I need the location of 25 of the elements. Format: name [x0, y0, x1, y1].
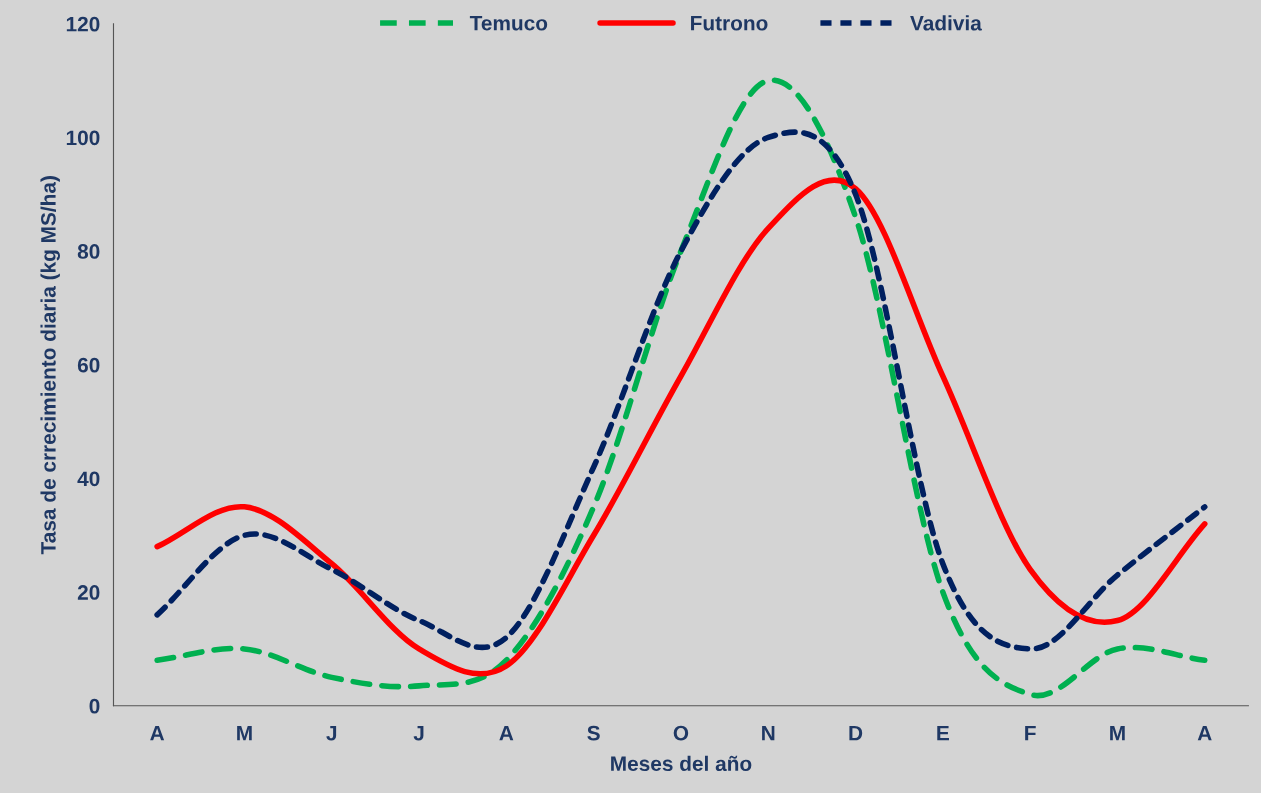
x-tick-label: S: [587, 725, 600, 741]
x-tick-label: F: [1025, 725, 1036, 741]
y-tick-label: 40: [77, 471, 100, 487]
x-tick-label: M: [237, 725, 252, 741]
y-tick-label: 60: [77, 357, 100, 373]
x-axis-title: Meses del año: [611, 755, 752, 772]
x-tick-label: A: [499, 725, 514, 741]
legend-label: Temuco: [469, 16, 548, 31]
x-tick-label: M: [1110, 725, 1125, 741]
x-tick-label: A: [1197, 725, 1212, 741]
y-tick-label: 0: [89, 698, 100, 714]
legend-label: Vadivia: [910, 15, 982, 31]
y-axis-title: Tasa de crrecimiento diaria (kg MS/ha): [40, 176, 60, 555]
legend-label: Futrono: [691, 16, 768, 31]
y-tick-label: 100: [66, 130, 100, 146]
x-tick-label: J: [413, 725, 424, 741]
x-tick-label: N: [762, 725, 775, 741]
x-tick-label: E: [937, 725, 949, 741]
x-tick-label: O: [673, 725, 689, 741]
y-tick-label: 80: [77, 244, 100, 259]
y-tick-label: 20: [77, 585, 100, 600]
x-tick-label: A: [150, 725, 165, 741]
y-tick-label: 120: [66, 16, 100, 32]
x-tick-label: D: [849, 725, 863, 741]
x-tick-label: J: [326, 725, 337, 741]
